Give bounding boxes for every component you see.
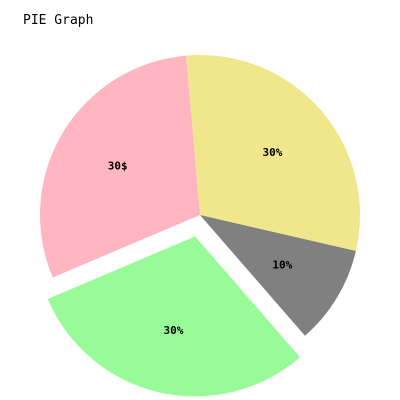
- pie-slice-label-2: 30%: [164, 324, 184, 337]
- pie-slice-label-1: 10%: [272, 258, 292, 271]
- chart-title: PIE Graph: [23, 13, 94, 28]
- pie-slice-1: [200, 215, 356, 336]
- pie-slice-2: [47, 236, 301, 397]
- pie-slice-label-3: 30$: [108, 160, 128, 173]
- pie-slice-3: [40, 55, 201, 278]
- pie-slice-label-0: 30%: [263, 146, 283, 159]
- pie-slice-0: [186, 55, 360, 251]
